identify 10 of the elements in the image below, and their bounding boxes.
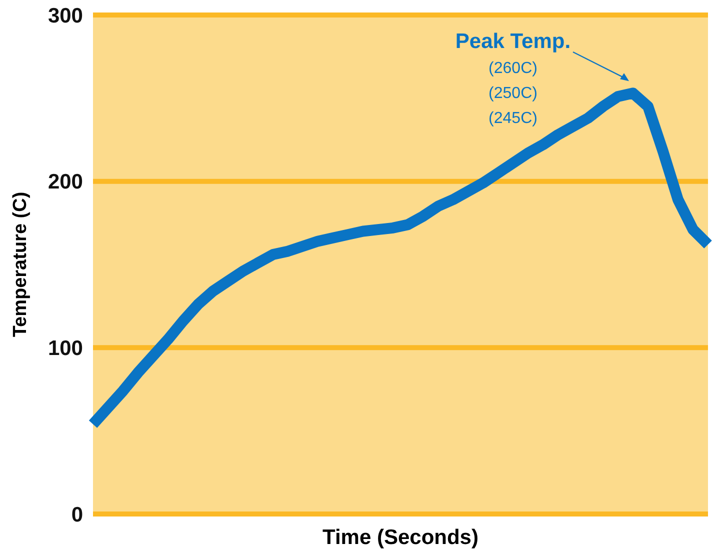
y-tick-label: 100 <box>48 337 83 360</box>
annotation: Peak Temp. <box>455 30 571 53</box>
y-axis-title: Temperature (C) <box>10 192 31 338</box>
y-tick-label: 200 <box>48 170 83 194</box>
y-tick-label: 0 <box>71 503 83 526</box>
annotation: (245C) <box>488 110 538 127</box>
annotation: (250C) <box>488 85 538 102</box>
x-axis-title: Time (Seconds) <box>322 526 478 549</box>
y-tick-label: 300 <box>48 4 83 28</box>
annotation: (260C) <box>488 60 538 77</box>
